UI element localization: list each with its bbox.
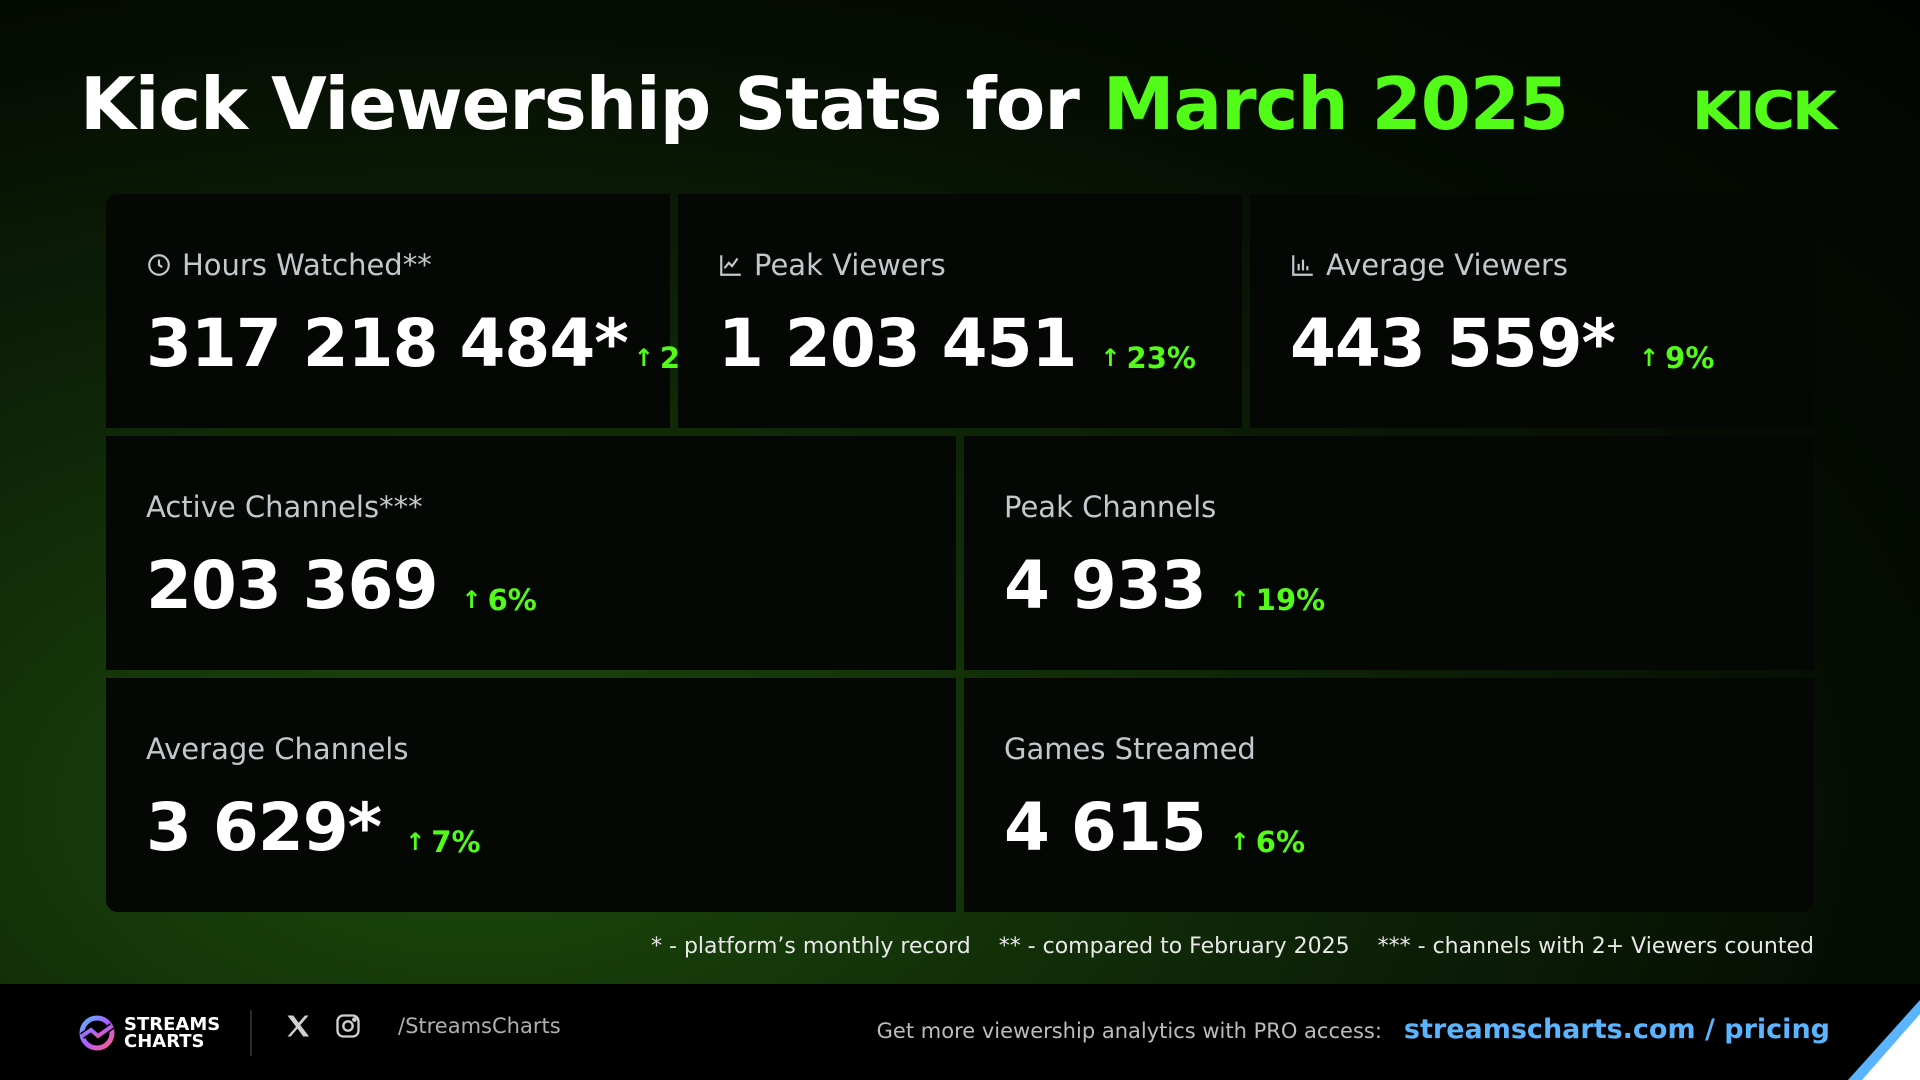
- stat-value: 443 559*: [1290, 305, 1616, 382]
- stat-change-value: 23%: [1126, 341, 1196, 375]
- arrow-up-icon: ↑: [461, 586, 482, 614]
- stat-label: Peak Viewers: [754, 248, 946, 282]
- streams-charts-icon: [79, 1015, 115, 1051]
- bar-chart-icon: [1292, 255, 1313, 276]
- stat-value: 317 218 484*: [146, 305, 629, 382]
- corner-decoration: [1848, 1000, 1920, 1080]
- stat-card-peak-channels: Peak Channels 4 933 ↑ 19%: [964, 436, 1814, 670]
- stat-change: ↑ 23%: [1100, 341, 1196, 375]
- arrow-up-icon: ↑: [1639, 344, 1660, 372]
- stat-card-hours-watched: Hours Watched** 317 218 484* ↑20%: [106, 194, 729, 428]
- social-handle[interactable]: /StreamsCharts: [398, 1014, 561, 1038]
- stat-change-value: 7%: [431, 825, 481, 859]
- stat-value: 3 629*: [146, 789, 382, 866]
- arrow-up-icon: ↑: [633, 344, 654, 372]
- instagram-icon[interactable]: [334, 1012, 362, 1040]
- arrow-up-icon: ↑: [1229, 586, 1250, 614]
- arrow-up-icon: ↑: [405, 828, 426, 856]
- stat-change: ↑ 19%: [1230, 583, 1326, 617]
- stat-change-value: 6%: [487, 583, 537, 617]
- title-prefix: Kick Viewership Stats for: [80, 62, 1103, 146]
- stat-value: 1 203 451: [718, 305, 1077, 382]
- stat-label-row: Hours Watched**: [146, 250, 670, 280]
- social-links: /StreamsCharts: [284, 1012, 561, 1040]
- stat-change: ↑ 9%: [1639, 341, 1714, 375]
- stat-change-value: 19%: [1255, 583, 1326, 617]
- brand-line: CHARTS: [124, 1031, 205, 1052]
- arrow-up-icon: ↑: [1100, 344, 1121, 372]
- promo-text: Get more viewership analytics with PRO a…: [876, 1019, 1382, 1043]
- stat-label: Hours Watched**: [182, 248, 432, 282]
- clock-icon: [148, 254, 170, 276]
- stat-card-peak-viewers: Peak Viewers 1 203 451 ↑ 23%: [678, 194, 1242, 428]
- footnote: *** - channels with 2+ Viewers counted: [1377, 934, 1814, 959]
- arrow-up-icon: ↑: [1229, 828, 1250, 856]
- title-highlight: March 2025: [1102, 62, 1569, 146]
- stat-label: Average Viewers: [1326, 248, 1568, 282]
- kick-logo: KICK: [1692, 80, 1837, 142]
- pricing-link[interactable]: streamscharts.com / pricing: [1403, 1014, 1830, 1045]
- stat-change: ↑ 7%: [405, 825, 480, 859]
- stat-card-active-channels: Active Channels*** 203 369 ↑ 6%: [106, 436, 956, 670]
- footnotes: * - platform’s monthly record ** - compa…: [651, 934, 1814, 959]
- stat-change: ↑ 6%: [462, 583, 537, 617]
- stat-card-average-channels: Average Channels 3 629* ↑ 7%: [106, 678, 956, 912]
- stat-label: Peak Channels: [1004, 490, 1217, 524]
- stat-value: 203 369: [146, 547, 439, 624]
- page-title: Kick Viewership Stats for March 2025: [80, 62, 1569, 146]
- footer-divider: [250, 1010, 252, 1056]
- line-chart-icon: [720, 255, 741, 276]
- stat-value: 4 933: [1004, 547, 1207, 624]
- brand-line: STREAMS: [124, 1014, 221, 1035]
- stat-value: 4 615: [1004, 789, 1207, 866]
- stat-card-games-streamed: Games Streamed 4 615 ↑ 6%: [964, 678, 1814, 912]
- stat-card-average-viewers: Average Viewers 443 559* ↑ 9%: [1250, 194, 1814, 428]
- stat-label: Games Streamed: [1004, 732, 1256, 766]
- footnote: ** - compared to February 2025: [998, 934, 1350, 959]
- stats-grid: Hours Watched** 317 218 484* ↑20% Peak V…: [106, 194, 1814, 912]
- promo: Get more viewership analytics with PRO a…: [877, 1014, 1830, 1045]
- stat-label-row: Peak Viewers: [718, 250, 1242, 280]
- stat-label: Active Channels***: [146, 490, 423, 524]
- footnote: * - platform’s monthly record: [651, 934, 971, 959]
- stat-change: ↑ 6%: [1230, 825, 1305, 859]
- x-icon[interactable]: [284, 1012, 312, 1040]
- brand-text: STREAMS CHARTS: [124, 1014, 221, 1052]
- stat-label: Average Channels: [146, 732, 409, 766]
- stat-change-value: 6%: [1255, 825, 1306, 859]
- streams-charts-logo[interactable]: STREAMS CHARTS: [78, 1014, 220, 1052]
- footer-bar: STREAMS CHARTS /StreamsCharts Get more v…: [0, 984, 1920, 1080]
- stat-change-value: 9%: [1665, 341, 1715, 375]
- stat-label-row: Average Viewers: [1290, 250, 1814, 280]
